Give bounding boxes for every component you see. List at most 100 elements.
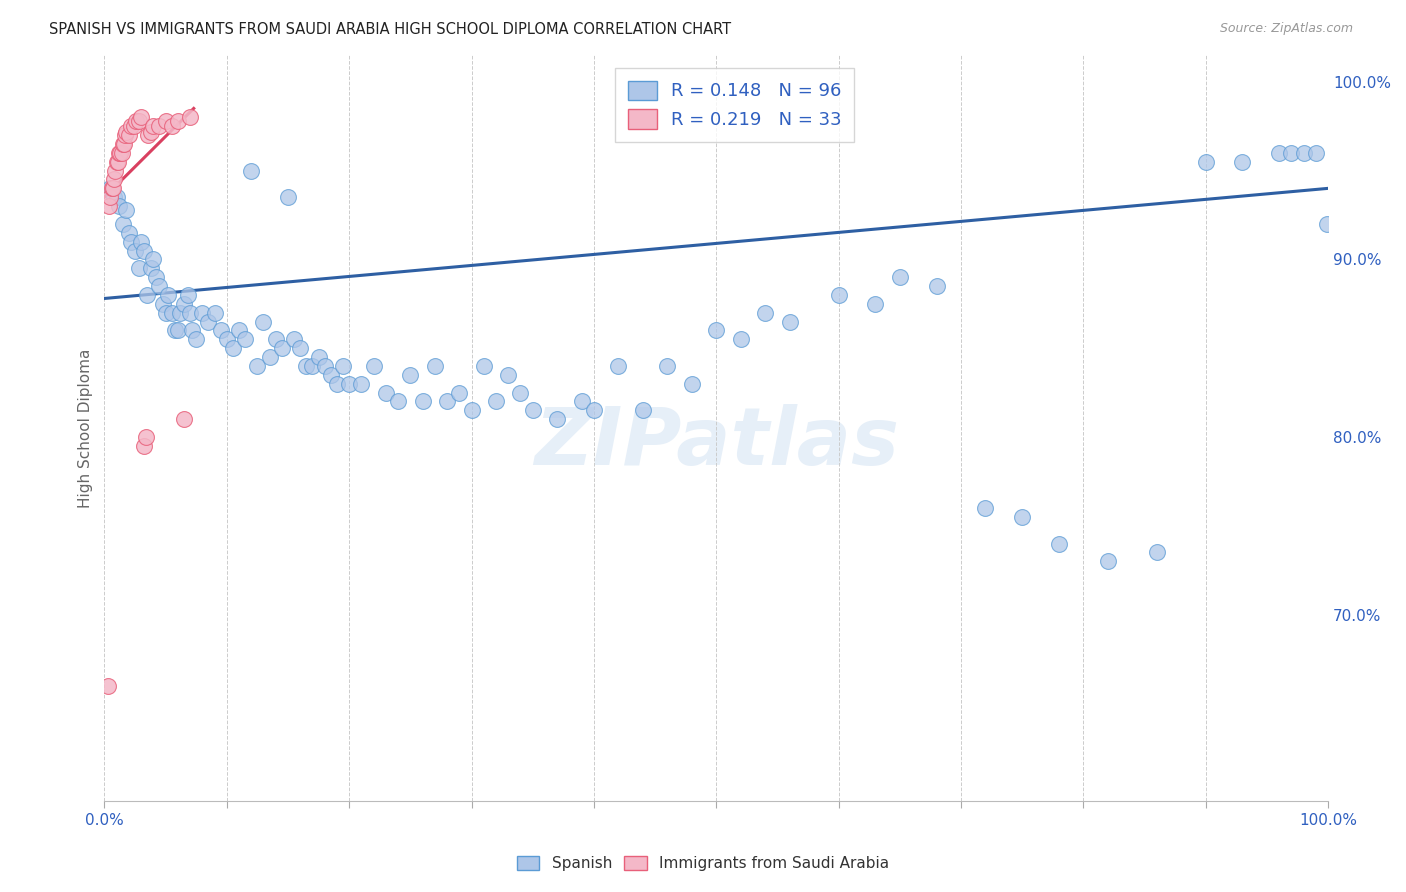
- Point: [166, 323, 188, 337]
- Point: [209, 323, 232, 337]
- Point: [399, 368, 422, 382]
- Point: [332, 359, 354, 373]
- Point: [129, 111, 152, 125]
- Point: [283, 332, 305, 346]
- Point: [138, 128, 160, 142]
- Point: [436, 394, 458, 409]
- Point: [252, 315, 274, 329]
- Point: [105, 190, 128, 204]
- Point: [112, 136, 135, 151]
- Point: [1047, 536, 1070, 550]
- Point: [290, 341, 312, 355]
- Point: [337, 376, 360, 391]
- Point: [169, 306, 191, 320]
- Point: [460, 403, 482, 417]
- Point: [326, 376, 349, 391]
- Point: [246, 359, 269, 373]
- Point: [100, 190, 122, 204]
- Point: [270, 341, 292, 355]
- Point: [100, 181, 122, 195]
- Point: [122, 119, 145, 133]
- Point: [865, 297, 887, 311]
- Point: [1292, 145, 1315, 160]
- Point: [142, 252, 165, 267]
- Point: [1281, 145, 1303, 160]
- Point: [240, 163, 263, 178]
- Point: [889, 270, 911, 285]
- Point: [173, 412, 195, 426]
- Point: [110, 145, 132, 160]
- Point: [1195, 154, 1218, 169]
- Point: [472, 359, 495, 373]
- Point: [145, 270, 167, 285]
- Point: [110, 145, 132, 160]
- Point: [128, 261, 150, 276]
- Point: [160, 119, 183, 133]
- Point: [204, 306, 226, 320]
- Point: [124, 244, 146, 258]
- Point: [104, 163, 127, 178]
- Point: [730, 332, 752, 346]
- Point: [114, 128, 136, 142]
- Point: [139, 261, 162, 276]
- Point: [155, 306, 177, 320]
- Point: [118, 128, 141, 142]
- Point: [412, 394, 434, 409]
- Point: [1268, 145, 1291, 160]
- Point: [1097, 554, 1119, 568]
- Point: [485, 394, 508, 409]
- Point: [115, 124, 138, 138]
- Point: [350, 376, 373, 391]
- Point: [100, 181, 122, 195]
- Point: [155, 113, 177, 128]
- Point: [754, 306, 776, 320]
- Point: [233, 332, 256, 346]
- Point: [215, 332, 238, 346]
- Point: [301, 359, 323, 373]
- Point: [363, 359, 385, 373]
- Point: [101, 181, 124, 195]
- Point: [779, 315, 801, 329]
- Point: [509, 385, 531, 400]
- Point: [681, 376, 703, 391]
- Point: [314, 359, 336, 373]
- Point: [179, 306, 201, 320]
- Point: [142, 119, 165, 133]
- Point: [496, 368, 519, 382]
- Point: [191, 306, 214, 320]
- Point: [264, 332, 287, 346]
- Text: ZIPatlas: ZIPatlas: [534, 404, 898, 482]
- Text: SPANISH VS IMMIGRANTS FROM SAUDI ARABIA HIGH SCHOOL DIPLOMA CORRELATION CHART: SPANISH VS IMMIGRANTS FROM SAUDI ARABIA …: [49, 22, 731, 37]
- Point: [197, 315, 219, 329]
- Point: [228, 323, 250, 337]
- Point: [631, 403, 654, 417]
- Point: [111, 217, 134, 231]
- Point: [546, 412, 568, 426]
- Point: [974, 501, 997, 516]
- Point: [160, 306, 183, 320]
- Point: [319, 368, 342, 382]
- Point: [103, 190, 125, 204]
- Point: [135, 430, 157, 444]
- Point: [148, 119, 170, 133]
- Point: [173, 297, 195, 311]
- Point: [108, 199, 131, 213]
- Point: [374, 385, 396, 400]
- Point: [308, 350, 330, 364]
- Point: [522, 403, 544, 417]
- Point: [136, 288, 159, 302]
- Point: [181, 323, 204, 337]
- Point: [259, 350, 281, 364]
- Point: [97, 679, 120, 693]
- Point: [1316, 217, 1339, 231]
- Point: [423, 359, 446, 373]
- Point: [166, 113, 188, 128]
- Point: [277, 190, 299, 204]
- Point: [125, 113, 148, 128]
- Point: [607, 359, 630, 373]
- Point: [186, 332, 208, 346]
- Point: [111, 136, 134, 151]
- Point: [129, 235, 152, 249]
- Point: [139, 124, 162, 138]
- Point: [295, 359, 318, 373]
